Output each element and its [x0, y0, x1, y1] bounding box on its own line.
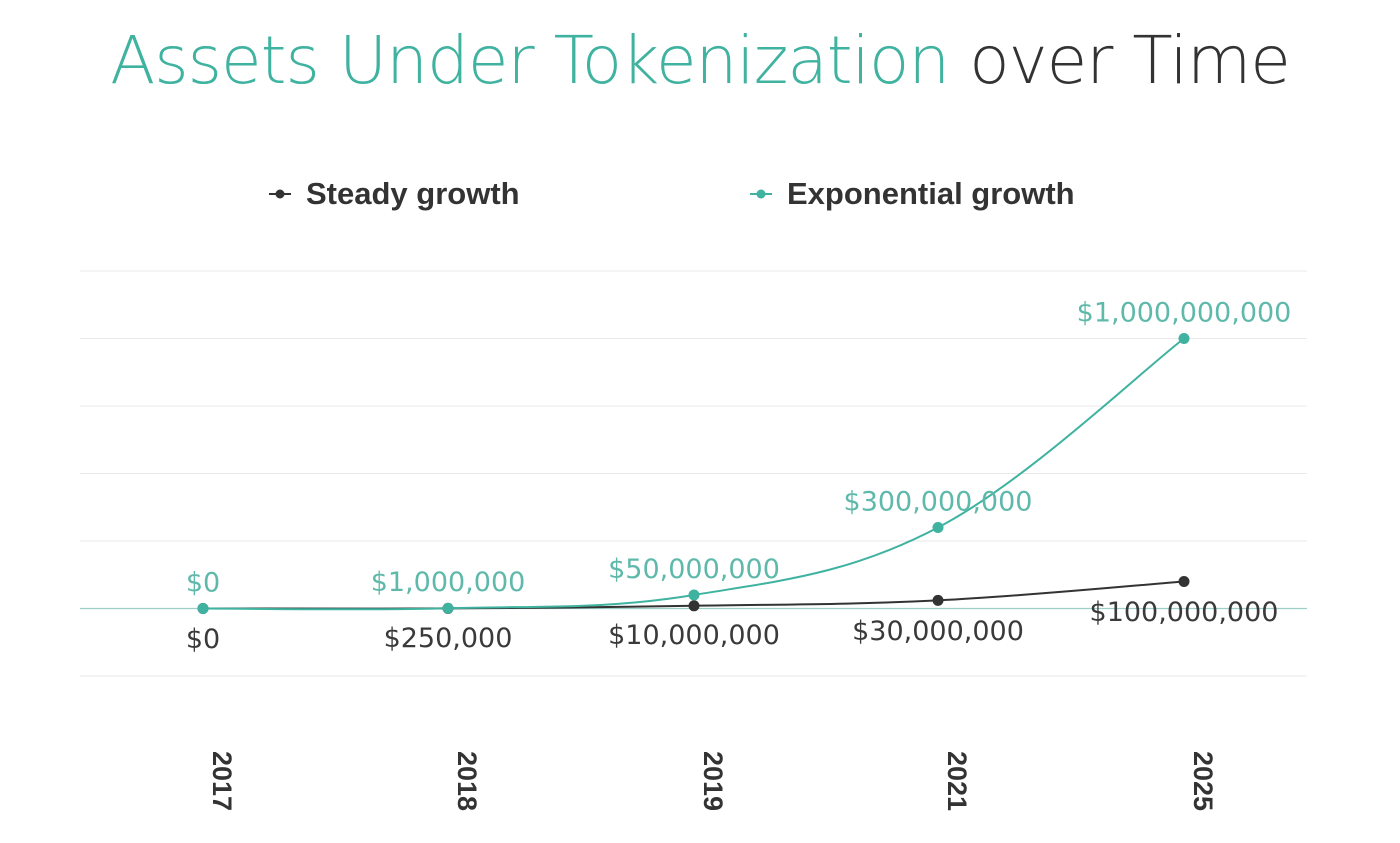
data-label-exponential-growth-2017: $0	[186, 568, 220, 599]
point-exponential-growth-2018	[442, 602, 454, 614]
title-accent: Assets Under Tokenization	[110, 22, 950, 99]
x-tick-label-2019: 2019	[698, 751, 728, 811]
data-label-steady-growth-2025: $100,000,000	[1090, 597, 1279, 628]
data-label-exponential-growth-2025: $1,000,000,000	[1077, 298, 1292, 329]
legend-label-steady-growth: Steady growth	[306, 176, 520, 211]
point-exponential-growth-2025	[1178, 333, 1190, 344]
point-steady-growth-2025	[1178, 576, 1190, 587]
point-exponential-growth-2021	[932, 522, 944, 533]
data-label-exponential-growth-2019: $50,000,000	[608, 554, 780, 585]
point-exponential-growth-2017	[197, 603, 209, 614]
point-exponential-growth-2019	[688, 589, 700, 601]
legend-item-steady-growth[interactable]: Steady growth	[268, 176, 520, 212]
x-tick-label-2018: 2018	[452, 751, 482, 811]
x-tick-label-2017: 2017	[207, 751, 237, 811]
chart-legend: Steady growth Exponential growth	[0, 176, 1400, 220]
data-label-exponential-growth-2021: $300,000,000	[844, 487, 1033, 518]
data-label-steady-growth-2017: $0	[186, 624, 220, 655]
chart-title: Assets Under Tokenization over Time	[0, 28, 1400, 94]
title-rest: over Time	[969, 22, 1291, 99]
data-label-exponential-growth-2018: $1,000,000	[371, 567, 526, 598]
data-label-steady-growth-2019: $10,000,000	[608, 620, 780, 651]
x-tick-label-2021: 2021	[942, 751, 972, 811]
legend-label-exponential-growth: Exponential growth	[787, 176, 1075, 211]
data-label-steady-growth-2018: $250,000	[384, 623, 513, 654]
line-exponential-growth	[202, 337, 1185, 611]
point-steady-growth-2021	[932, 594, 944, 606]
x-tick-label-2025: 2025	[1188, 751, 1218, 811]
point-steady-growth-2019	[688, 600, 700, 612]
data-label-steady-growth-2021: $30,000,000	[852, 616, 1024, 647]
exponential-growth-marker-icon	[750, 189, 772, 199]
legend-item-exponential-growth[interactable]: Exponential growth	[749, 176, 1075, 212]
steady-growth-marker-icon	[269, 189, 291, 199]
